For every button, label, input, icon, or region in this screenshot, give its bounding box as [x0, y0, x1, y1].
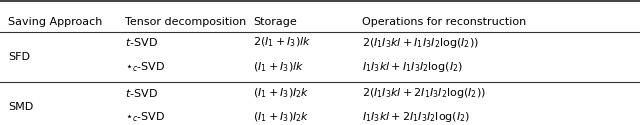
Text: SMD: SMD	[8, 102, 33, 112]
Text: SFD: SFD	[8, 52, 30, 62]
Text: Saving Approach: Saving Approach	[8, 17, 102, 27]
Text: $(I_1+I_3)I_2k$: $(I_1+I_3)I_2k$	[253, 110, 310, 124]
Text: $(I_1+I_3)lk$: $(I_1+I_3)lk$	[253, 60, 304, 74]
Text: $t$-SVD: $t$-SVD	[125, 36, 157, 48]
Text: Tensor decomposition: Tensor decomposition	[125, 17, 246, 27]
Text: $\star_c$-SVD: $\star_c$-SVD	[125, 60, 165, 74]
Text: $2(I_1I_3kl+2I_1I_3I_2\log(I_2))$: $2(I_1I_3kl+2I_1I_3I_2\log(I_2))$	[362, 86, 486, 100]
Text: $I_1I_3kl+I_1I_3I_2\log(I_2)$: $I_1I_3kl+I_1I_3I_2\log(I_2)$	[362, 60, 463, 74]
Text: $(I_1+I_3)I_2k$: $(I_1+I_3)I_2k$	[253, 86, 310, 100]
Text: Storage: Storage	[253, 17, 296, 27]
Text: Operations for reconstruction: Operations for reconstruction	[362, 17, 526, 27]
Text: $2(I_1+I_3)lk$: $2(I_1+I_3)lk$	[253, 36, 311, 49]
Text: $t$-SVD: $t$-SVD	[125, 87, 157, 99]
Text: $2(I_1I_3kl+I_1I_3I_2\log(I_2))$: $2(I_1I_3kl+I_1I_3I_2\log(I_2))$	[362, 36, 479, 50]
Text: $\star_c$-SVD: $\star_c$-SVD	[125, 110, 165, 124]
Text: $I_1I_3kl+2I_1I_3I_2\log(I_2)$: $I_1I_3kl+2I_1I_3I_2\log(I_2)$	[362, 110, 470, 124]
